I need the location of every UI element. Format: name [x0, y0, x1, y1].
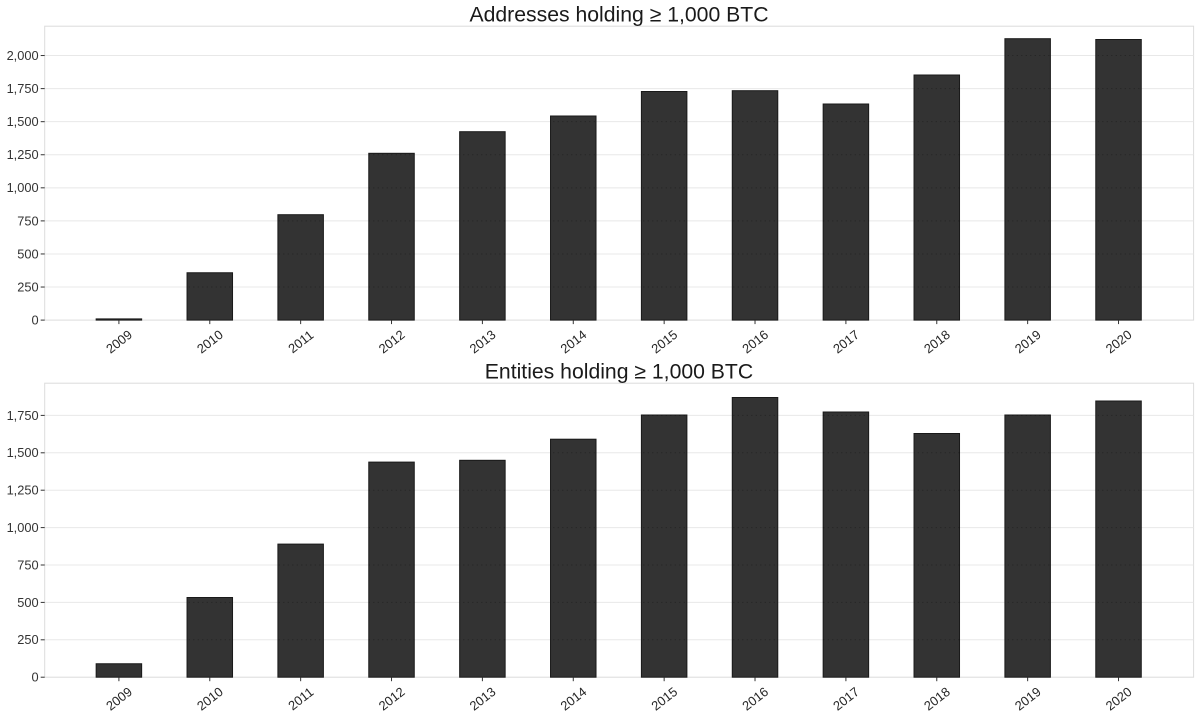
svg-text:500: 500: [17, 246, 38, 261]
svg-text:0: 0: [31, 670, 38, 685]
svg-text:1,500: 1,500: [7, 445, 39, 460]
svg-text:250: 250: [17, 279, 38, 294]
svg-text:1,250: 1,250: [7, 147, 39, 162]
svg-text:1,500: 1,500: [7, 114, 39, 129]
svg-text:500: 500: [17, 595, 38, 610]
svg-text:Entities holding ≥ 1,000 BTC: Entities holding ≥ 1,000 BTC: [485, 361, 753, 384]
svg-text:1,250: 1,250: [7, 483, 39, 498]
svg-text:750: 750: [17, 557, 38, 572]
svg-text:Addresses holding ≥ 1,000 BTC: Addresses holding ≥ 1,000 BTC: [469, 4, 768, 27]
svg-text:2,000: 2,000: [7, 48, 39, 63]
svg-text:0: 0: [31, 313, 38, 328]
svg-text:1,000: 1,000: [7, 520, 39, 535]
svg-text:1,750: 1,750: [7, 408, 39, 423]
svg-text:750: 750: [17, 213, 38, 228]
svg-text:1,000: 1,000: [7, 180, 39, 195]
svg-text:1,750: 1,750: [7, 81, 39, 96]
svg-text:250: 250: [17, 632, 38, 647]
